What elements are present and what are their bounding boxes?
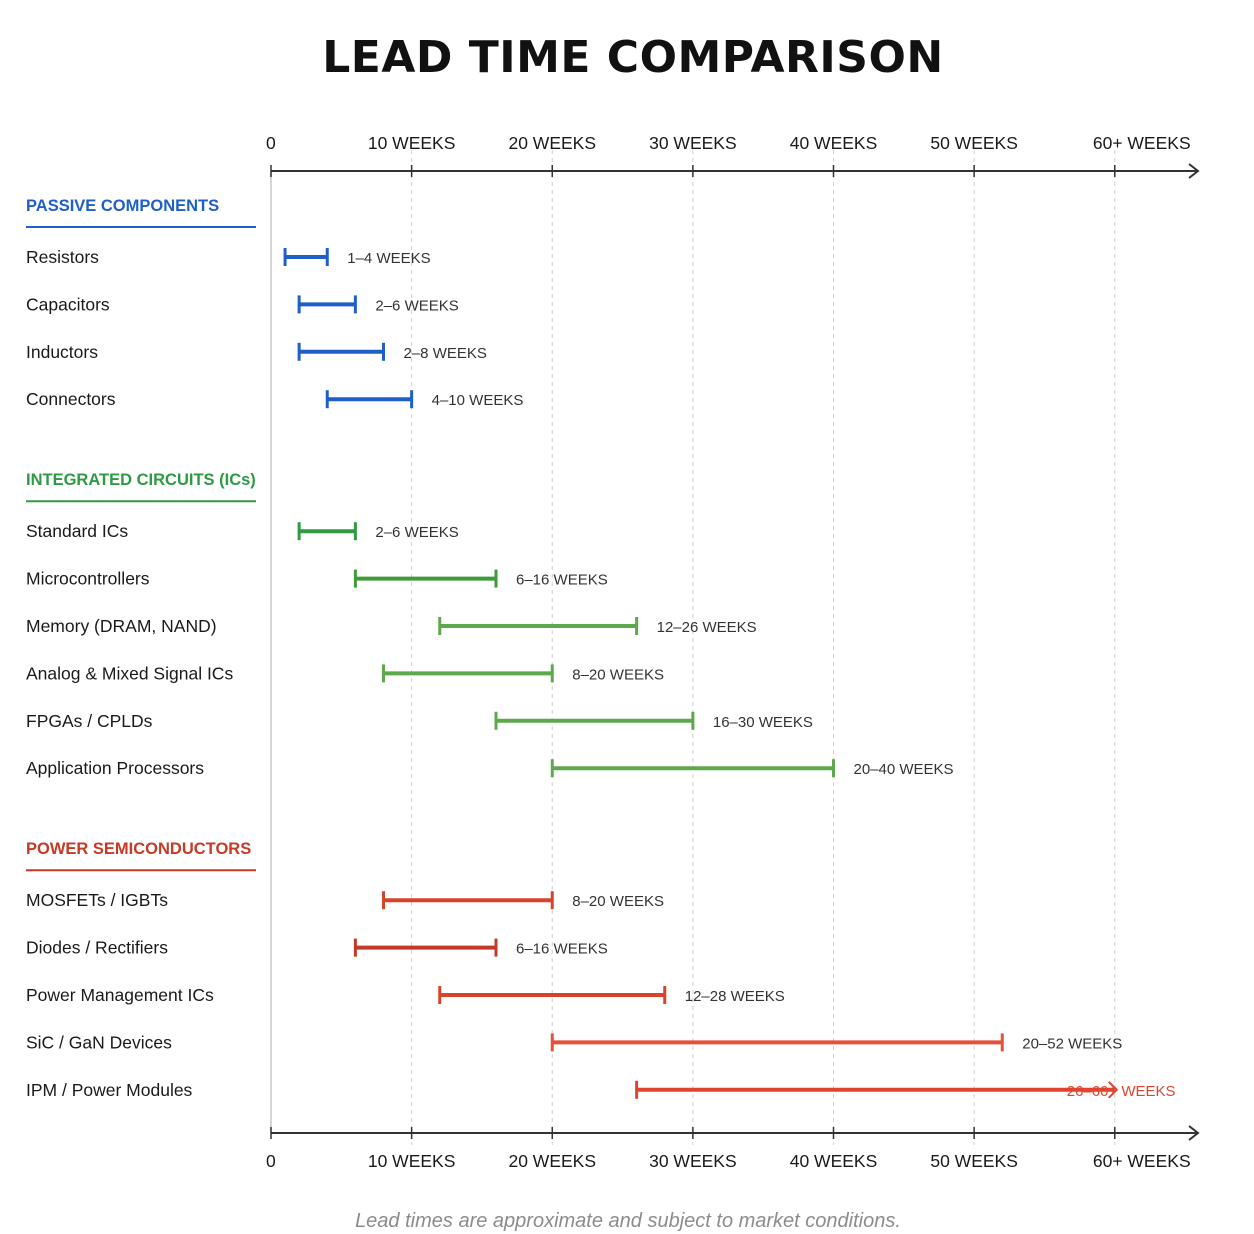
row-label: Analog & Mixed Signal ICs (26, 663, 233, 683)
top-axis-arrow (1188, 163, 1200, 179)
row-label: Application Processors (26, 758, 204, 778)
range-label: 20–52 WEEKS (1022, 1035, 1122, 1052)
range-label: 26–60+ WEEKS (1067, 1083, 1176, 1100)
top-axis-tick-label: 10 WEEKS (368, 133, 456, 153)
row-label: Capacitors (26, 294, 110, 314)
bottom-axis-tick-label: 20 WEEKS (508, 1151, 596, 1171)
range-label: 12–26 WEEKS (657, 619, 757, 636)
row-label: Diodes / Rectifiers (26, 938, 168, 958)
top-axis-tick-label: 0 (266, 133, 276, 153)
range-label: 8–20 WEEKS (572, 893, 664, 910)
range-label: 2–6 WEEKS (375, 524, 458, 541)
range-label: 2–8 WEEKS (404, 345, 487, 362)
range-label: 2–6 WEEKS (375, 297, 458, 314)
range-label: 16–30 WEEKS (713, 714, 813, 731)
group-header: INTEGRATED CIRCUITS (ICs) (26, 471, 256, 489)
bottom-axis-arrow (1188, 1125, 1200, 1141)
range-label: 12–28 WEEKS (685, 988, 785, 1005)
bottom-axis-tick-label: 60+ WEEKS (1093, 1151, 1191, 1171)
row-label: SiC / GaN Devices (26, 1032, 172, 1052)
range-label: 4–10 WEEKS (432, 392, 524, 409)
row-label: Inductors (26, 342, 98, 362)
row-label: Memory (DRAM, NAND) (26, 616, 217, 636)
row-label: Microcontrollers (26, 569, 150, 589)
top-axis-tick-label: 50 WEEKS (930, 133, 1018, 153)
top-axis-tick-label: 30 WEEKS (649, 133, 737, 153)
range-label: 8–20 WEEKS (572, 666, 664, 683)
bottom-axis-tick-label: 0 (266, 1151, 276, 1171)
group-header: PASSIVE COMPONENTS (26, 197, 219, 215)
row-label: Connectors (26, 389, 116, 409)
bottom-axis-tick-label: 40 WEEKS (790, 1151, 878, 1171)
footnote: Lead times are approximate and subject t… (355, 1210, 901, 1232)
row-label: Standard ICs (26, 521, 128, 541)
row-label: Power Management ICs (26, 985, 214, 1005)
row-label: IPM / Power Modules (26, 1080, 193, 1100)
row-label: MOSFETs / IGBTs (26, 890, 168, 910)
top-axis-tick-label: 40 WEEKS (790, 133, 878, 153)
range-label: 6–16 WEEKS (516, 941, 608, 958)
bottom-axis-tick-label: 30 WEEKS (649, 1151, 737, 1171)
top-axis-tick-label: 60+ WEEKS (1093, 133, 1191, 153)
bottom-axis-tick-label: 10 WEEKS (368, 1151, 456, 1171)
row-label: FPGAs / CPLDs (26, 711, 153, 731)
range-label: 1–4 WEEKS (347, 250, 430, 267)
group-header: POWER SEMICONDUCTORS (26, 840, 251, 858)
range-label: 20–40 WEEKS (854, 761, 954, 778)
range-label: 6–16 WEEKS (516, 572, 608, 589)
range-arrow-end (1108, 1081, 1119, 1099)
chart-title: LEAD TIME COMPARISON (322, 32, 944, 83)
row-label: Resistors (26, 247, 99, 267)
top-axis-tick-label: 20 WEEKS (508, 133, 596, 153)
bottom-axis-tick-label: 50 WEEKS (930, 1151, 1018, 1171)
